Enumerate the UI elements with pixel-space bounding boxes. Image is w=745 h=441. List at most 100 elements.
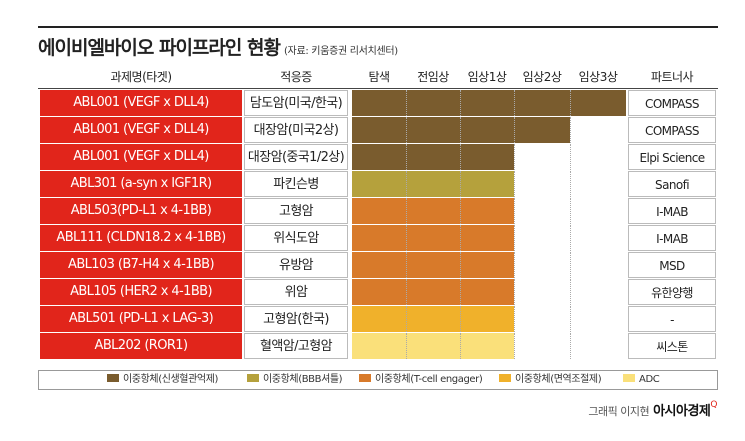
legend-swatch xyxy=(247,374,259,382)
stage-gridline xyxy=(514,306,515,332)
stage-gridline xyxy=(460,144,461,170)
legend: 이중항체(신생혈관억제) 이중항체(BBB셔틀) 이중항체(T-cell engag… xyxy=(38,370,718,390)
header-stage-3: 임상1상 xyxy=(467,70,507,84)
legend-label: 이중항체(BBB셔틀) xyxy=(263,374,343,385)
credit-text: 그래픽 이지현 xyxy=(588,405,650,418)
stage-gridline xyxy=(514,225,515,251)
stage-gridline xyxy=(460,90,461,116)
indication-label: 유방암 xyxy=(244,252,348,278)
stage-gridline xyxy=(570,117,571,143)
partner-label: COMPASS xyxy=(628,90,716,116)
brand-logo: 아시아경제 xyxy=(653,404,711,419)
legend-label: 이중항체(T-cell engager) xyxy=(375,374,483,385)
credit: 그래픽 이지현 아시아경제Q xyxy=(588,400,717,419)
header-partner: 파트너사 xyxy=(650,70,694,84)
stage-gridline xyxy=(570,333,571,359)
legend-swatch xyxy=(623,374,635,382)
target-label: ABL001 (VEGF x DLL4) xyxy=(40,90,242,116)
title-text: 에이비엘바이오 파이프라인 현황 xyxy=(38,37,281,59)
pipeline-row: ABL001 (VEGF x DLL4) 대장암(미국2상) COMPASS xyxy=(38,117,718,143)
indication-label: 대장암(미국2상) xyxy=(244,117,348,143)
stage-bar xyxy=(352,279,514,305)
pipeline-row: ABL202 (ROR1) 혈액암/고형암 씨스톤 xyxy=(38,333,718,359)
stage-gridline xyxy=(406,333,407,359)
stage-gridline xyxy=(514,333,515,359)
stage-bar xyxy=(352,90,626,116)
stage-gridline xyxy=(570,198,571,224)
stage-gridline xyxy=(514,144,515,170)
stage-bar xyxy=(352,306,514,332)
legend-swatch xyxy=(359,374,371,382)
stage-gridline xyxy=(460,333,461,359)
target-label: ABL001 (VEGF x DLL4) xyxy=(40,117,242,143)
partner-label: 씨스톤 xyxy=(628,333,716,359)
stage-gridline xyxy=(406,90,407,116)
stage-bar xyxy=(352,117,570,143)
partner-label: I-MAB xyxy=(628,198,716,224)
indication-label: 위암 xyxy=(244,279,348,305)
source-note: (자료: 키움증권 리서치센터) xyxy=(283,46,398,57)
header-indication: 적응증 xyxy=(280,70,312,84)
indication-label: 고형암(한국) xyxy=(244,306,348,332)
stage-gridline xyxy=(570,90,571,116)
legend-item: 이중항체(신생혈관억제) xyxy=(107,371,218,389)
stage-gridline xyxy=(514,252,515,278)
stage-gridline xyxy=(460,306,461,332)
stage-bar xyxy=(352,252,514,278)
partner-label: MSD xyxy=(628,252,716,278)
stage-gridline xyxy=(460,225,461,251)
target-label: ABL501 (PD-L1 x LAG-3) xyxy=(40,306,242,332)
legend-label: 이중항체(신생혈관억제) xyxy=(123,374,219,385)
legend-label: ADC xyxy=(639,374,660,385)
stage-gridline xyxy=(514,90,515,116)
target-label: ABL103 (B7-H4 x 4-1BB) xyxy=(40,252,242,278)
stage-gridline xyxy=(570,225,571,251)
target-label: ABL503(PD-L1 x 4-1BB) xyxy=(40,198,242,224)
chart-title: 에이비엘바이오 파이프라인 현황 (자료: 키움증권 리서치센터) xyxy=(38,33,398,60)
indication-label: 혈액암/고형암 xyxy=(244,333,348,359)
target-label: ABL202 (ROR1) xyxy=(40,333,242,359)
stage-gridline xyxy=(406,252,407,278)
stage-gridline xyxy=(460,171,461,197)
stage-gridline xyxy=(406,279,407,305)
stage-gridline xyxy=(570,171,571,197)
stage-gridline xyxy=(514,171,515,197)
header-target: 과제명(타겟) xyxy=(110,70,172,84)
pipeline-row: ABL103 (B7-H4 x 4-1BB) 유방암 MSD xyxy=(38,252,718,278)
partner-label: - xyxy=(628,306,716,332)
stage-gridline xyxy=(406,171,407,197)
top-rule xyxy=(38,26,718,28)
indication-label: 파킨슨병 xyxy=(244,171,348,197)
stage-gridline xyxy=(460,117,461,143)
target-label: ABL105 (HER2 x 4-1BB) xyxy=(40,279,242,305)
partner-label: Sanofi xyxy=(628,171,716,197)
target-label: ABL001 (VEGF x DLL4) xyxy=(40,144,242,170)
stage-gridline xyxy=(514,198,515,224)
legend-swatch xyxy=(499,374,511,382)
legend-item: 이중항체(면역조절제) xyxy=(499,371,602,389)
indication-label: 담도암(미국/한국) xyxy=(244,90,348,116)
legend-label: 이중항체(면역조절제) xyxy=(515,374,602,385)
indication-label: 대장암(중국1/2상) xyxy=(244,144,348,170)
legend-item: 이중항체(T-cell engager) xyxy=(359,371,483,389)
stage-gridline xyxy=(406,144,407,170)
partner-label: Elpi Science xyxy=(628,144,716,170)
brand-mark: Q xyxy=(710,400,717,410)
stage-bar xyxy=(352,171,514,197)
stage-gridline xyxy=(406,306,407,332)
stage-gridline xyxy=(570,252,571,278)
header-stage-2: 전임상 xyxy=(417,70,449,84)
header-rule xyxy=(38,88,718,89)
indication-label: 위식도암 xyxy=(244,225,348,251)
stage-bar xyxy=(352,225,514,251)
stage-gridline xyxy=(514,279,515,305)
stage-bar xyxy=(352,333,514,359)
legend-swatch xyxy=(107,374,119,382)
legend-item: 이중항체(BBB셔틀) xyxy=(247,371,343,389)
stage-bar xyxy=(352,198,514,224)
pipeline-row: ABL503(PD-L1 x 4-1BB) 고형암 I-MAB xyxy=(38,198,718,224)
target-label: ABL111 (CLDN18.2 x 4-1BB) xyxy=(40,225,242,251)
pipeline-row: ABL501 (PD-L1 x LAG-3) 고형암(한국) - xyxy=(38,306,718,332)
stage-gridline xyxy=(570,306,571,332)
stage-gridline xyxy=(460,252,461,278)
